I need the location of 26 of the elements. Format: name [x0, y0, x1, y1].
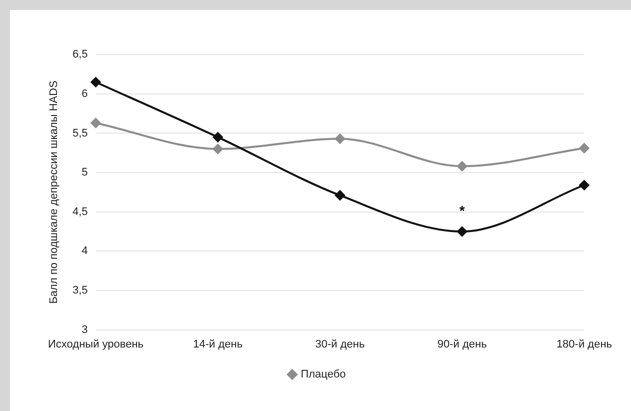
point — [334, 134, 345, 144]
x-tick-label: Исходный уровень — [48, 338, 144, 350]
point — [579, 180, 590, 190]
point — [90, 118, 101, 128]
point — [90, 77, 101, 88]
point — [212, 144, 223, 154]
legend-label: Плацебо — [300, 368, 346, 381]
point — [334, 190, 345, 200]
x-tick-label: 180-й день — [556, 338, 612, 350]
point — [457, 226, 468, 237]
y-axis-title: Балл по подшкале депрессии шкалы HADS — [48, 80, 60, 304]
y-tick-label: 3 — [82, 324, 88, 336]
y-tick-label: 6,5 — [72, 48, 88, 61]
y-tick-label: 5,5 — [72, 127, 88, 140]
x-tick-label: 30-й день — [315, 338, 365, 350]
x-tick-label: 14-й день — [193, 338, 243, 350]
y-tick-label: 5 — [82, 166, 88, 179]
y-tick-label: 3,5 — [72, 284, 88, 297]
y-tick-label: 6 — [82, 88, 88, 100]
annotation: * — [459, 202, 466, 218]
y-tick-label: 4,5 — [72, 206, 88, 218]
x-tick-label: 90-й день — [437, 338, 488, 350]
point — [457, 161, 468, 172]
point — [579, 143, 590, 154]
point — [212, 132, 223, 142]
y-tick-label: 4 — [82, 245, 88, 258]
